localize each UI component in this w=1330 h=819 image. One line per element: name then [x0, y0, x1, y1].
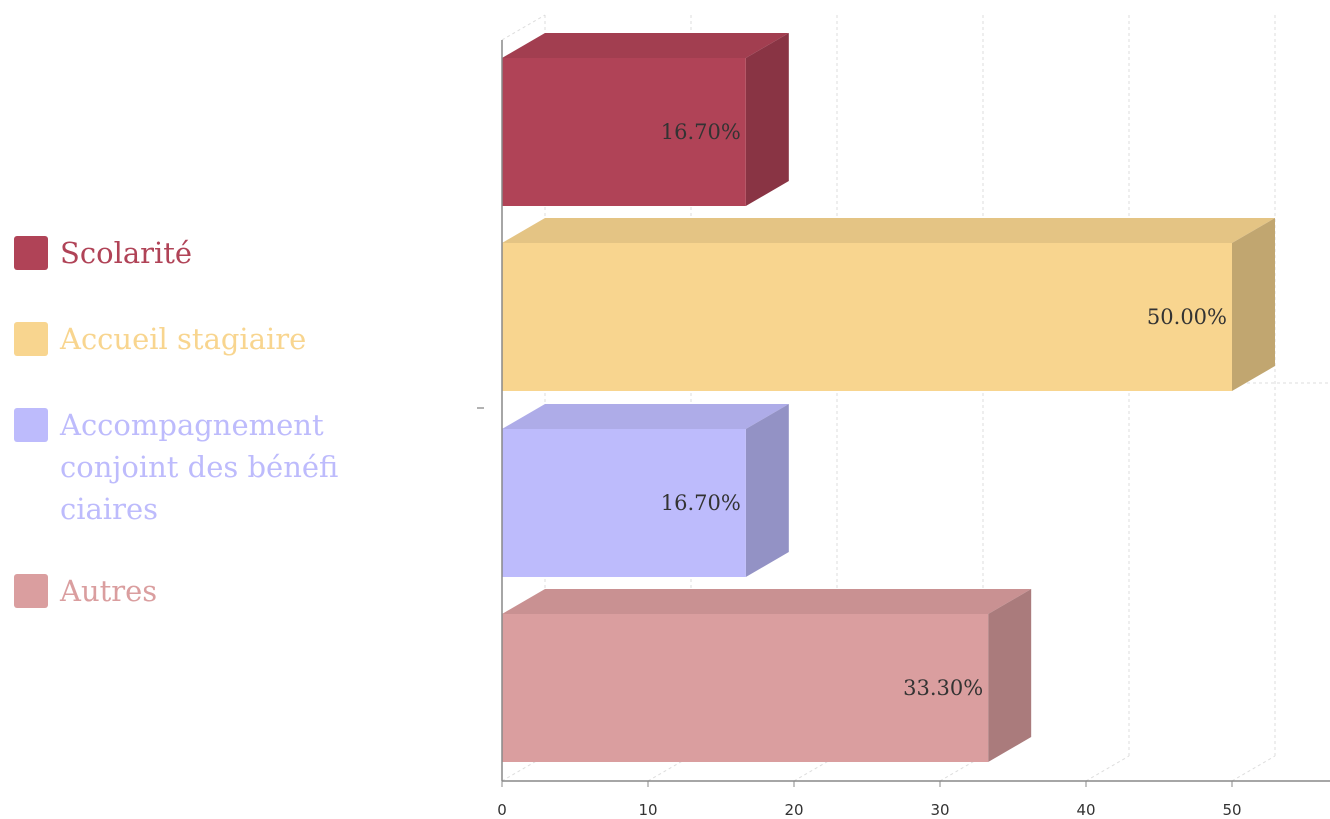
- legend-label: Accompagnement conjoint des bénéficiaire…: [60, 408, 339, 526]
- data-label: 33.30%: [903, 676, 983, 700]
- legend-item: Scolarité: [14, 232, 344, 274]
- legend-swatch: [14, 236, 48, 270]
- data-label: 50.00%: [1147, 305, 1227, 329]
- x-tick-label: 40: [1076, 801, 1095, 819]
- floor-grid-line: [1231, 755, 1276, 782]
- legend-swatch: [14, 408, 48, 442]
- legend-label: Accueil stagiaire: [60, 322, 307, 356]
- bar-side-face: [988, 589, 1032, 762]
- bar-side-face: [745, 33, 789, 206]
- legend-item: Accueil stagiaire: [14, 318, 344, 360]
- x-tick-label: 0: [497, 801, 507, 819]
- bar: [502, 429, 746, 577]
- legend-item: Accompagnement conjoint des bénéficiaire…: [14, 404, 344, 530]
- x-tick-label: 50: [1222, 801, 1241, 819]
- bar-top-face: [502, 404, 789, 429]
- bar-top-face: [502, 33, 789, 58]
- data-label: 16.70%: [661, 491, 741, 515]
- bar-top-face: [502, 218, 1275, 243]
- legend-swatch: [14, 574, 48, 608]
- data-label: 16.70%: [661, 120, 741, 144]
- floor-grid-line: [939, 755, 984, 782]
- bar: [502, 58, 746, 206]
- bar: [502, 614, 989, 762]
- x-tick-label: 10: [638, 801, 657, 819]
- x-tick-label: 30: [930, 801, 949, 819]
- floor-grid-line: [647, 755, 692, 782]
- bar: [502, 243, 1232, 391]
- floor-grid-line: [501, 755, 546, 782]
- x-tick-label: 20: [784, 801, 803, 819]
- side-wall-line: [501, 14, 546, 41]
- legend-label: Scolarité: [60, 236, 193, 270]
- legend-label: Autres: [60, 574, 158, 608]
- legend-item: Autres: [14, 570, 344, 612]
- floor-grid-line: [1085, 755, 1130, 782]
- bar-side-face: [745, 404, 789, 577]
- bar-side-face: [1232, 218, 1275, 391]
- floor-grid-line: [793, 755, 838, 782]
- legend-swatch: [14, 322, 48, 356]
- bar-top-face: [502, 589, 1032, 614]
